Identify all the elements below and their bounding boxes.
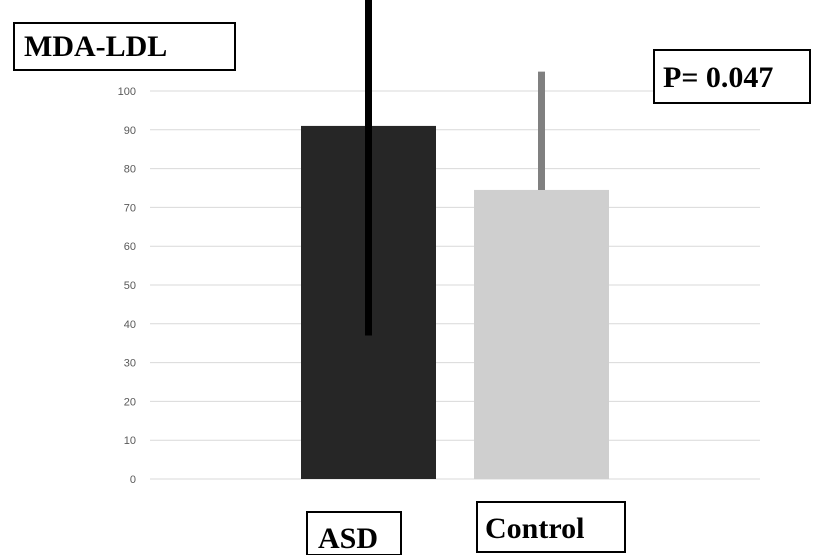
y-tick-label-60: 60 <box>124 241 136 253</box>
category-label-control: Control <box>485 512 584 545</box>
category-label-frame <box>306 511 402 555</box>
y-tick-label-0: 0 <box>130 474 136 486</box>
category-label-frame <box>476 501 626 553</box>
category-label-box-asd: ASD <box>306 511 402 555</box>
y-axis-ticks: 0 10 20 30 40 50 60 70 80 90 100 <box>118 86 136 486</box>
p-value-annotation: P= 0.047 <box>663 61 773 94</box>
category-labels: ASD Control <box>306 501 626 555</box>
category-label-asd: ASD <box>318 522 378 555</box>
y-tick-label-20: 20 <box>124 396 136 408</box>
y-tick-label-100: 100 <box>118 86 136 98</box>
y-tick-label-90: 90 <box>124 125 136 137</box>
bar-control <box>474 189 609 479</box>
y-tick-label-80: 80 <box>124 164 136 176</box>
chart-title-box: MDA-LDL <box>13 22 236 71</box>
bars <box>301 125 609 480</box>
y-tick-label-50: 50 <box>124 280 136 292</box>
y-tick-label-40: 40 <box>124 319 136 331</box>
y-tick-label-10: 10 <box>124 435 136 447</box>
category-label-box-control: Control <box>476 501 626 553</box>
y-tick-label-70: 70 <box>124 202 136 214</box>
p-value-box: P= 0.047 <box>653 49 811 104</box>
error-bars <box>365 0 545 336</box>
gridlines <box>150 90 760 480</box>
y-tick-label-30: 30 <box>124 358 136 370</box>
chart-title: MDA-LDL <box>24 30 167 63</box>
